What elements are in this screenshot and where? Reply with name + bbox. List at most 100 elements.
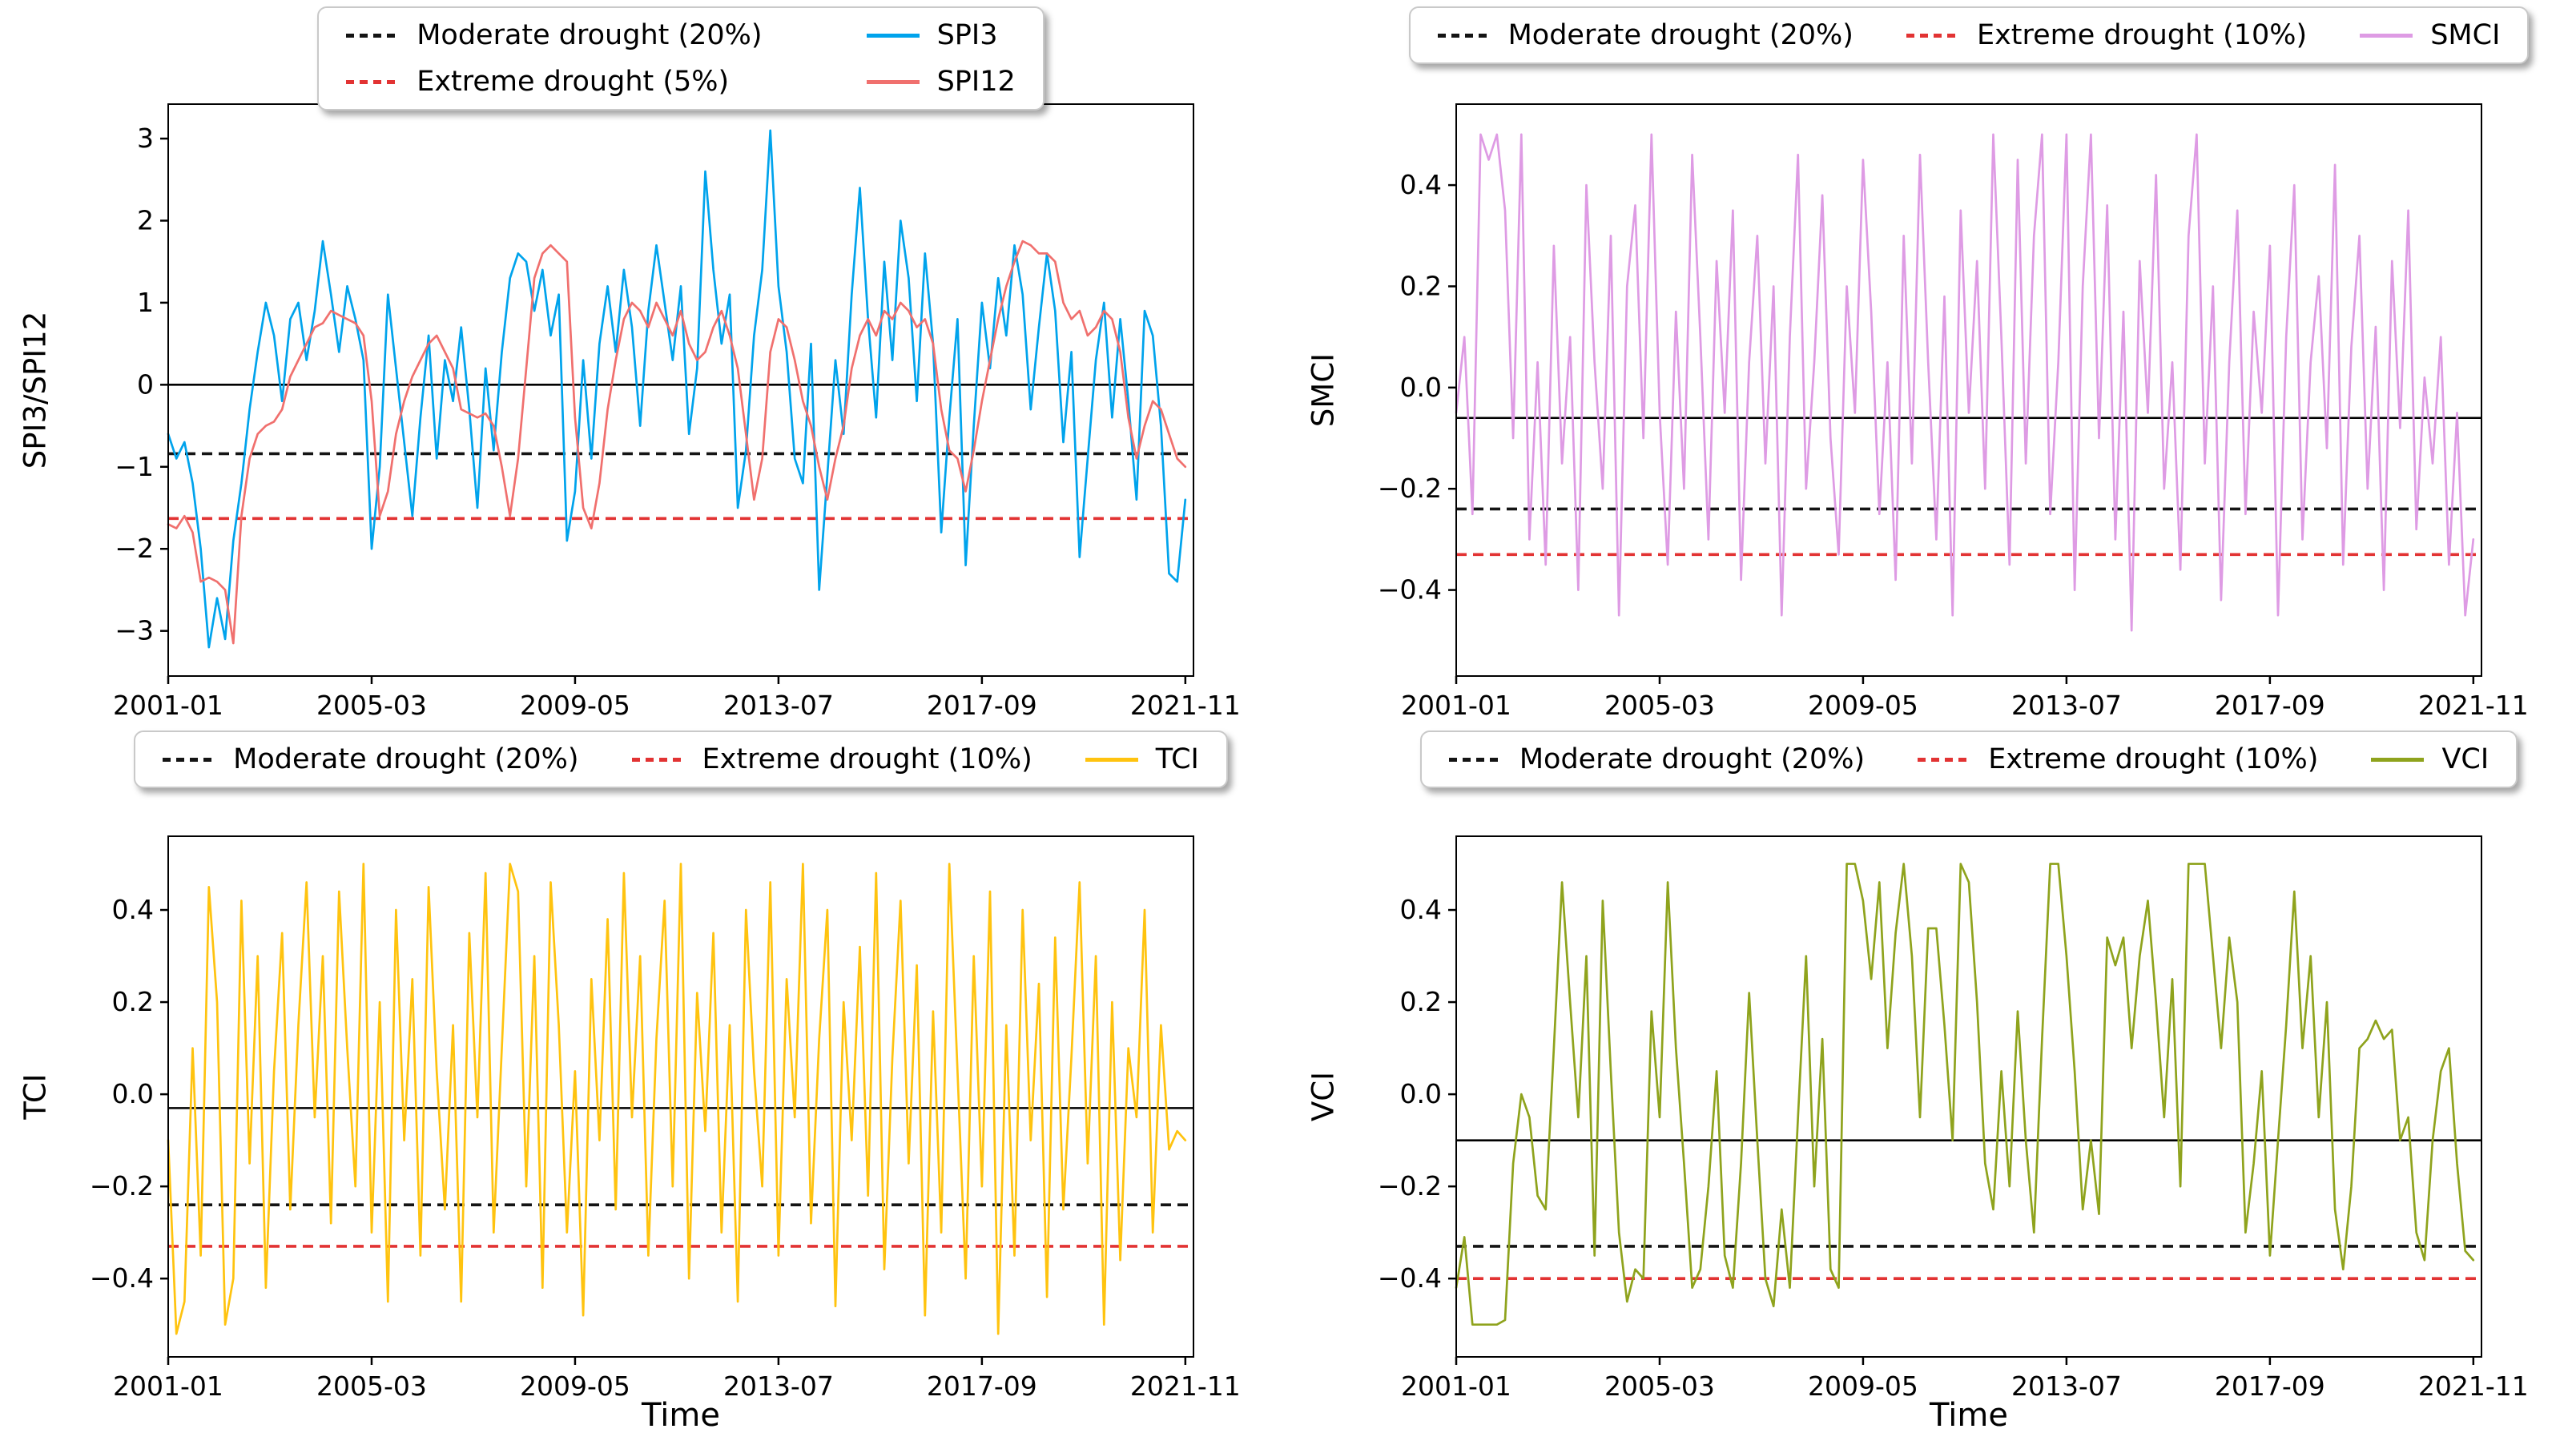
svg-text:−2: −2: [115, 533, 154, 564]
salmon-line-swatch: [866, 79, 920, 84]
tci-chart-canvas: 0.4 0.2 0.0 −0.2 −0.4 2001-01 2005-03 2009-05 20…: [90, 835, 1241, 1402]
legend-item-spi3: SPI3: [866, 19, 1016, 51]
svg-text:0: 0: [137, 368, 154, 400]
legend-label: Moderate drought (20%): [1519, 743, 1866, 775]
svg-text:2009-05: 2009-05: [1808, 1371, 1918, 1402]
legend-item-tci: TCI: [1085, 743, 1199, 775]
svg-text:−0.4: −0.4: [1378, 574, 1442, 606]
svg-text:2017-09: 2017-09: [927, 1371, 1037, 1402]
vci-chart-canvas: 0.4 0.2 0.0 −0.2 −0.4 2001-01 2005-03 2009-05 20…: [1378, 835, 2529, 1402]
legend-item-moderate-drought: Moderate drought (20%): [1437, 19, 1854, 51]
legend-box-vci: Moderate drought (20%) Extreme drought (…: [1419, 731, 2518, 788]
svg-text:0.4: 0.4: [112, 894, 154, 925]
legend-label: Extreme drought (5%): [417, 66, 730, 98]
legend-item-vci: VCI: [2371, 743, 2489, 775]
svg-text:0.2: 0.2: [1400, 986, 1442, 1017]
legend-wrap-vci: Moderate drought (20%) Extreme drought (…: [1419, 731, 2518, 788]
legend-label: Extreme drought (10%): [1988, 743, 2319, 775]
x-axis-label-time: Time: [642, 1397, 720, 1434]
black-dashed-line-swatch: [1437, 33, 1491, 38]
black-dashed-line-swatch: [1448, 757, 1502, 762]
x-axis-label-time: Time: [1930, 1397, 2008, 1434]
svg-text:0.0: 0.0: [1400, 1078, 1442, 1109]
legend-item-extreme-drought: Extreme drought (5%): [346, 66, 762, 98]
svg-text:0.0: 0.0: [112, 1078, 154, 1109]
svg-text:2001-01: 2001-01: [1401, 690, 1511, 721]
svg-text:0.4: 0.4: [1400, 169, 1442, 200]
svg-text:2017-09: 2017-09: [927, 690, 1037, 721]
red-dashed-line-swatch: [346, 79, 400, 84]
legend-box-tci: Moderate drought (20%) Extreme drought (…: [134, 731, 1228, 788]
legend-label: TCI: [1155, 743, 1199, 775]
legend-wrap-smci: Moderate drought (20%) Extreme drought (…: [1408, 6, 2530, 64]
legend-label: Moderate drought (20%): [233, 743, 579, 775]
svg-text:−0.2: −0.2: [90, 1170, 154, 1201]
gold-line-swatch: [1085, 757, 1138, 762]
legend-item-extreme-drought: Extreme drought (10%): [1918, 743, 2318, 775]
svg-text:2021-11: 2021-11: [1130, 690, 1241, 721]
svg-text:2017-09: 2017-09: [2215, 690, 2325, 721]
svg-text:2013-07: 2013-07: [723, 690, 834, 721]
svg-text:2: 2: [137, 204, 154, 235]
svg-text:0.2: 0.2: [112, 986, 154, 1017]
smci-chart-canvas: 0.4 0.2 0.0 −0.2 −0.4 2001-01 2005-03 2009-05 20…: [1378, 103, 2529, 721]
svg-text:2001-01: 2001-01: [113, 690, 223, 721]
svg-text:2001-01: 2001-01: [1401, 1371, 1511, 1402]
svg-text:2009-05: 2009-05: [520, 1371, 630, 1402]
legend-box-smci: Moderate drought (20%) Extreme drought (…: [1408, 6, 2530, 64]
legend-label: SMCI: [2430, 19, 2501, 51]
svg-text:−0.2: −0.2: [1378, 473, 1442, 504]
black-dashed-line-swatch: [163, 757, 216, 762]
legend-item-moderate-drought: Moderate drought (20%): [346, 19, 763, 51]
subplot-spi: Moderate drought (20%) SPI3 Extreme drou…: [0, 0, 1288, 724]
svg-text:2005-03: 2005-03: [1604, 1371, 1715, 1402]
legend-label: Extreme drought (10%): [702, 743, 1032, 775]
legend-item-moderate-drought: Moderate drought (20%): [163, 743, 579, 775]
svg-text:1: 1: [137, 287, 154, 318]
svg-text:2009-05: 2009-05: [520, 690, 630, 721]
subplot-vci: Moderate drought (20%) Extreme drought (…: [1288, 724, 2576, 1449]
legend-wrap-spi: Moderate drought (20%) SPI3 Extreme drou…: [168, 6, 1193, 111]
legend-label: VCI: [2441, 743, 2489, 775]
subplot-tci: Moderate drought (20%) Extreme drought (…: [0, 724, 1288, 1449]
olive-line-swatch: [2371, 757, 2425, 762]
svg-text:−0.4: −0.4: [90, 1262, 154, 1294]
red-dashed-line-swatch: [631, 757, 685, 762]
svg-text:2021-11: 2021-11: [1130, 1371, 1241, 1402]
svg-text:2013-07: 2013-07: [2011, 1371, 2122, 1402]
legend-box-spi: Moderate drought (20%) SPI3 Extreme drou…: [317, 6, 1044, 111]
legend-item-moderate-drought: Moderate drought (20%): [1448, 743, 1866, 775]
svg-text:2005-03: 2005-03: [1604, 690, 1715, 721]
subplot-smci: Moderate drought (20%) Extreme drought (…: [1288, 0, 2576, 724]
svg-text:−1: −1: [115, 451, 154, 482]
svg-text:0.4: 0.4: [1400, 894, 1442, 925]
svg-text:0.0: 0.0: [1400, 372, 1442, 403]
legend-label: Moderate drought (20%): [417, 19, 763, 51]
svg-text:2005-03: 2005-03: [316, 1371, 427, 1402]
legend-wrap-tci: Moderate drought (20%) Extreme drought (…: [134, 731, 1228, 788]
legend-label: SPI12: [936, 66, 1016, 98]
legend-label: SPI3: [936, 19, 998, 51]
legend-item-spi12: SPI12: [866, 66, 1016, 98]
svg-text:−3: −3: [115, 615, 154, 646]
svg-text:2021-11: 2021-11: [2418, 1371, 2529, 1402]
legend-label: Extreme drought (10%): [1976, 19, 2308, 51]
black-dashed-line-swatch: [346, 33, 400, 38]
svg-text:2021-11: 2021-11: [2418, 690, 2529, 721]
red-dashed-line-swatch: [1906, 33, 1959, 38]
legend-label: Moderate drought (20%): [1507, 19, 1854, 51]
svg-text:2001-01: 2001-01: [113, 1371, 223, 1402]
violet-line-swatch: [2360, 33, 2413, 38]
red-dashed-line-swatch: [1918, 757, 1971, 762]
legend-item-extreme-drought: Extreme drought (10%): [631, 743, 1032, 775]
svg-text:−0.2: −0.2: [1378, 1170, 1442, 1201]
blue-line-swatch: [866, 33, 920, 38]
svg-text:2013-07: 2013-07: [2011, 690, 2122, 721]
svg-text:2017-09: 2017-09: [2215, 1371, 2325, 1402]
svg-text:−0.4: −0.4: [1378, 1262, 1442, 1294]
legend-item-smci: SMCI: [2360, 19, 2500, 51]
svg-text:3: 3: [137, 123, 154, 154]
svg-text:2005-03: 2005-03: [316, 690, 427, 721]
